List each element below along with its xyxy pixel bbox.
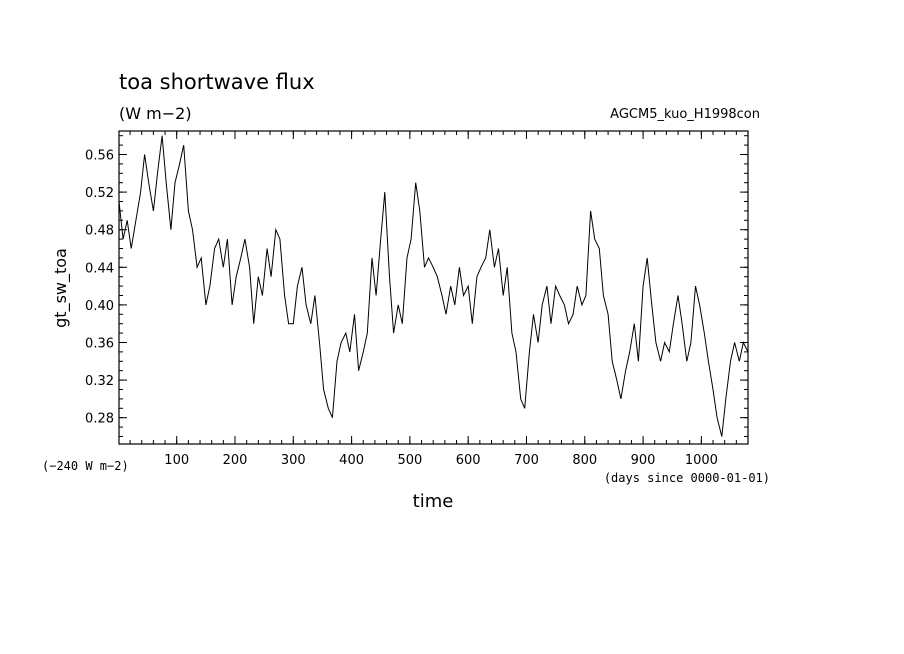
x-tick-label: 800: [572, 453, 597, 468]
experiment-label: AGCM5_kuo_H1998con: [610, 107, 760, 122]
x-axis-label: time: [413, 491, 454, 512]
x-tick-label: 900: [631, 453, 656, 468]
y-axis-label: gt_sw_toa: [51, 248, 71, 328]
y-tick-label: 0.44: [85, 261, 114, 276]
x-tick-label: 100: [164, 453, 189, 468]
y-tick-labels: 0.28 0.32 0.36 0.40 0.44 0.48 0.52 0.56: [85, 148, 114, 426]
chart-title: toa shortwave flux: [119, 70, 315, 94]
x-tick-label: 700: [514, 453, 539, 468]
chart-units: (W m−2): [119, 104, 192, 123]
x-tick-label: 200: [223, 453, 248, 468]
axis-ticks: [119, 131, 749, 444]
x-tick-label: 1000: [685, 453, 718, 468]
y-offset-label: (−240 W m−2): [42, 459, 129, 473]
y-tick-label: 0.52: [85, 186, 114, 201]
y-tick-label: 0.40: [85, 299, 114, 314]
series-line: [118, 135, 749, 437]
y-tick-label: 0.36: [85, 336, 114, 351]
y-tick-label: 0.56: [85, 148, 114, 163]
x-tick-label: 400: [339, 453, 364, 468]
y-tick-label: 0.48: [85, 224, 114, 239]
x-tick-label: 600: [456, 453, 481, 468]
x-tick-label: 300: [281, 453, 306, 468]
y-tick-label: 0.32: [85, 374, 114, 389]
plot-frame: [118, 130, 749, 445]
x-tick-label: 500: [397, 453, 422, 468]
x-axis-units: (days since 0000-01-01): [604, 471, 770, 485]
y-tick-label: 0.28: [85, 412, 114, 427]
x-tick-labels: 100 200 300 400 500 600 700 800 900 1000: [164, 453, 718, 468]
